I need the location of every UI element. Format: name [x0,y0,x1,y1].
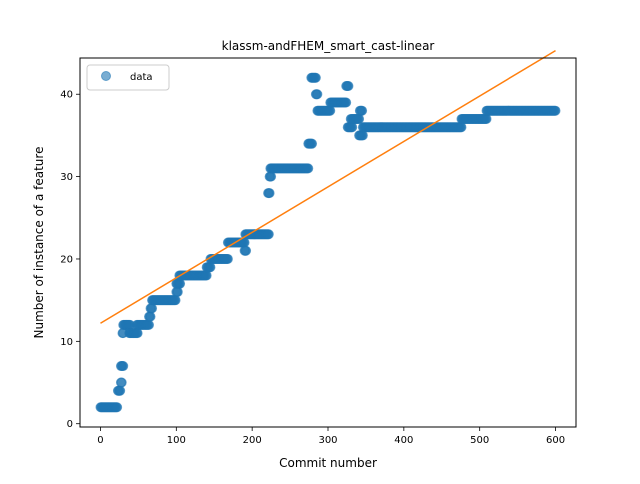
data-point [325,105,336,116]
data-point [115,385,126,396]
fit-line [100,49,556,324]
data-point [147,303,158,314]
x-tick-label: 600 [546,435,565,446]
y-tick-label: 0 [67,419,73,430]
data-point [307,138,318,149]
data-point [481,113,492,124]
x-axis-ticks: 0 100 200 300 400 500 600 [97,427,565,446]
data-point [112,402,123,413]
data-points [95,72,561,413]
data-point [263,229,274,240]
y-tick-label: 10 [60,337,73,348]
data-point [550,105,561,116]
x-tick-label: 300 [318,435,337,446]
data-point [145,311,156,322]
data-point [222,253,233,264]
data-point [310,72,321,83]
x-tick-label: 500 [470,435,489,446]
data-point [266,171,277,182]
data-point [341,97,352,108]
legend-box [86,64,170,91]
y-axis-label: Number of instance of a feature [32,147,46,339]
x-tick-label: 100 [167,435,186,446]
x-tick-label: 200 [243,435,262,446]
data-point [303,163,314,174]
y-tick-label: 20 [60,254,73,265]
y-tick-label: 30 [60,172,73,183]
data-point [132,328,143,339]
x-axis-label: Commit number [279,456,377,470]
data-point [144,319,155,330]
data-point [357,130,368,141]
y-tick-label: 40 [60,90,73,101]
data-point [201,270,212,281]
data-point [170,295,181,306]
data-point [118,361,129,372]
data-point [175,278,186,289]
data-point [343,81,354,91]
data-point [312,89,323,100]
data-point [172,286,183,297]
y-axis-ticks: 0 10 20 30 40 [60,90,80,430]
data-point [116,377,127,388]
data-point [205,262,216,273]
legend-label-data: data [130,72,153,83]
data-point [456,122,467,133]
data-point [241,245,252,256]
fit-line-layer [100,49,556,324]
legend: data [86,64,170,91]
x-tick-label: 400 [394,435,413,446]
chart-title: klassm-andFHEM_smart_cast-linear [222,39,435,53]
data-point [354,113,365,124]
x-tick-label: 0 [97,435,103,446]
data-point [264,188,275,199]
data-point [347,122,358,133]
legend-marker-data [101,71,111,81]
data-point [357,105,368,116]
